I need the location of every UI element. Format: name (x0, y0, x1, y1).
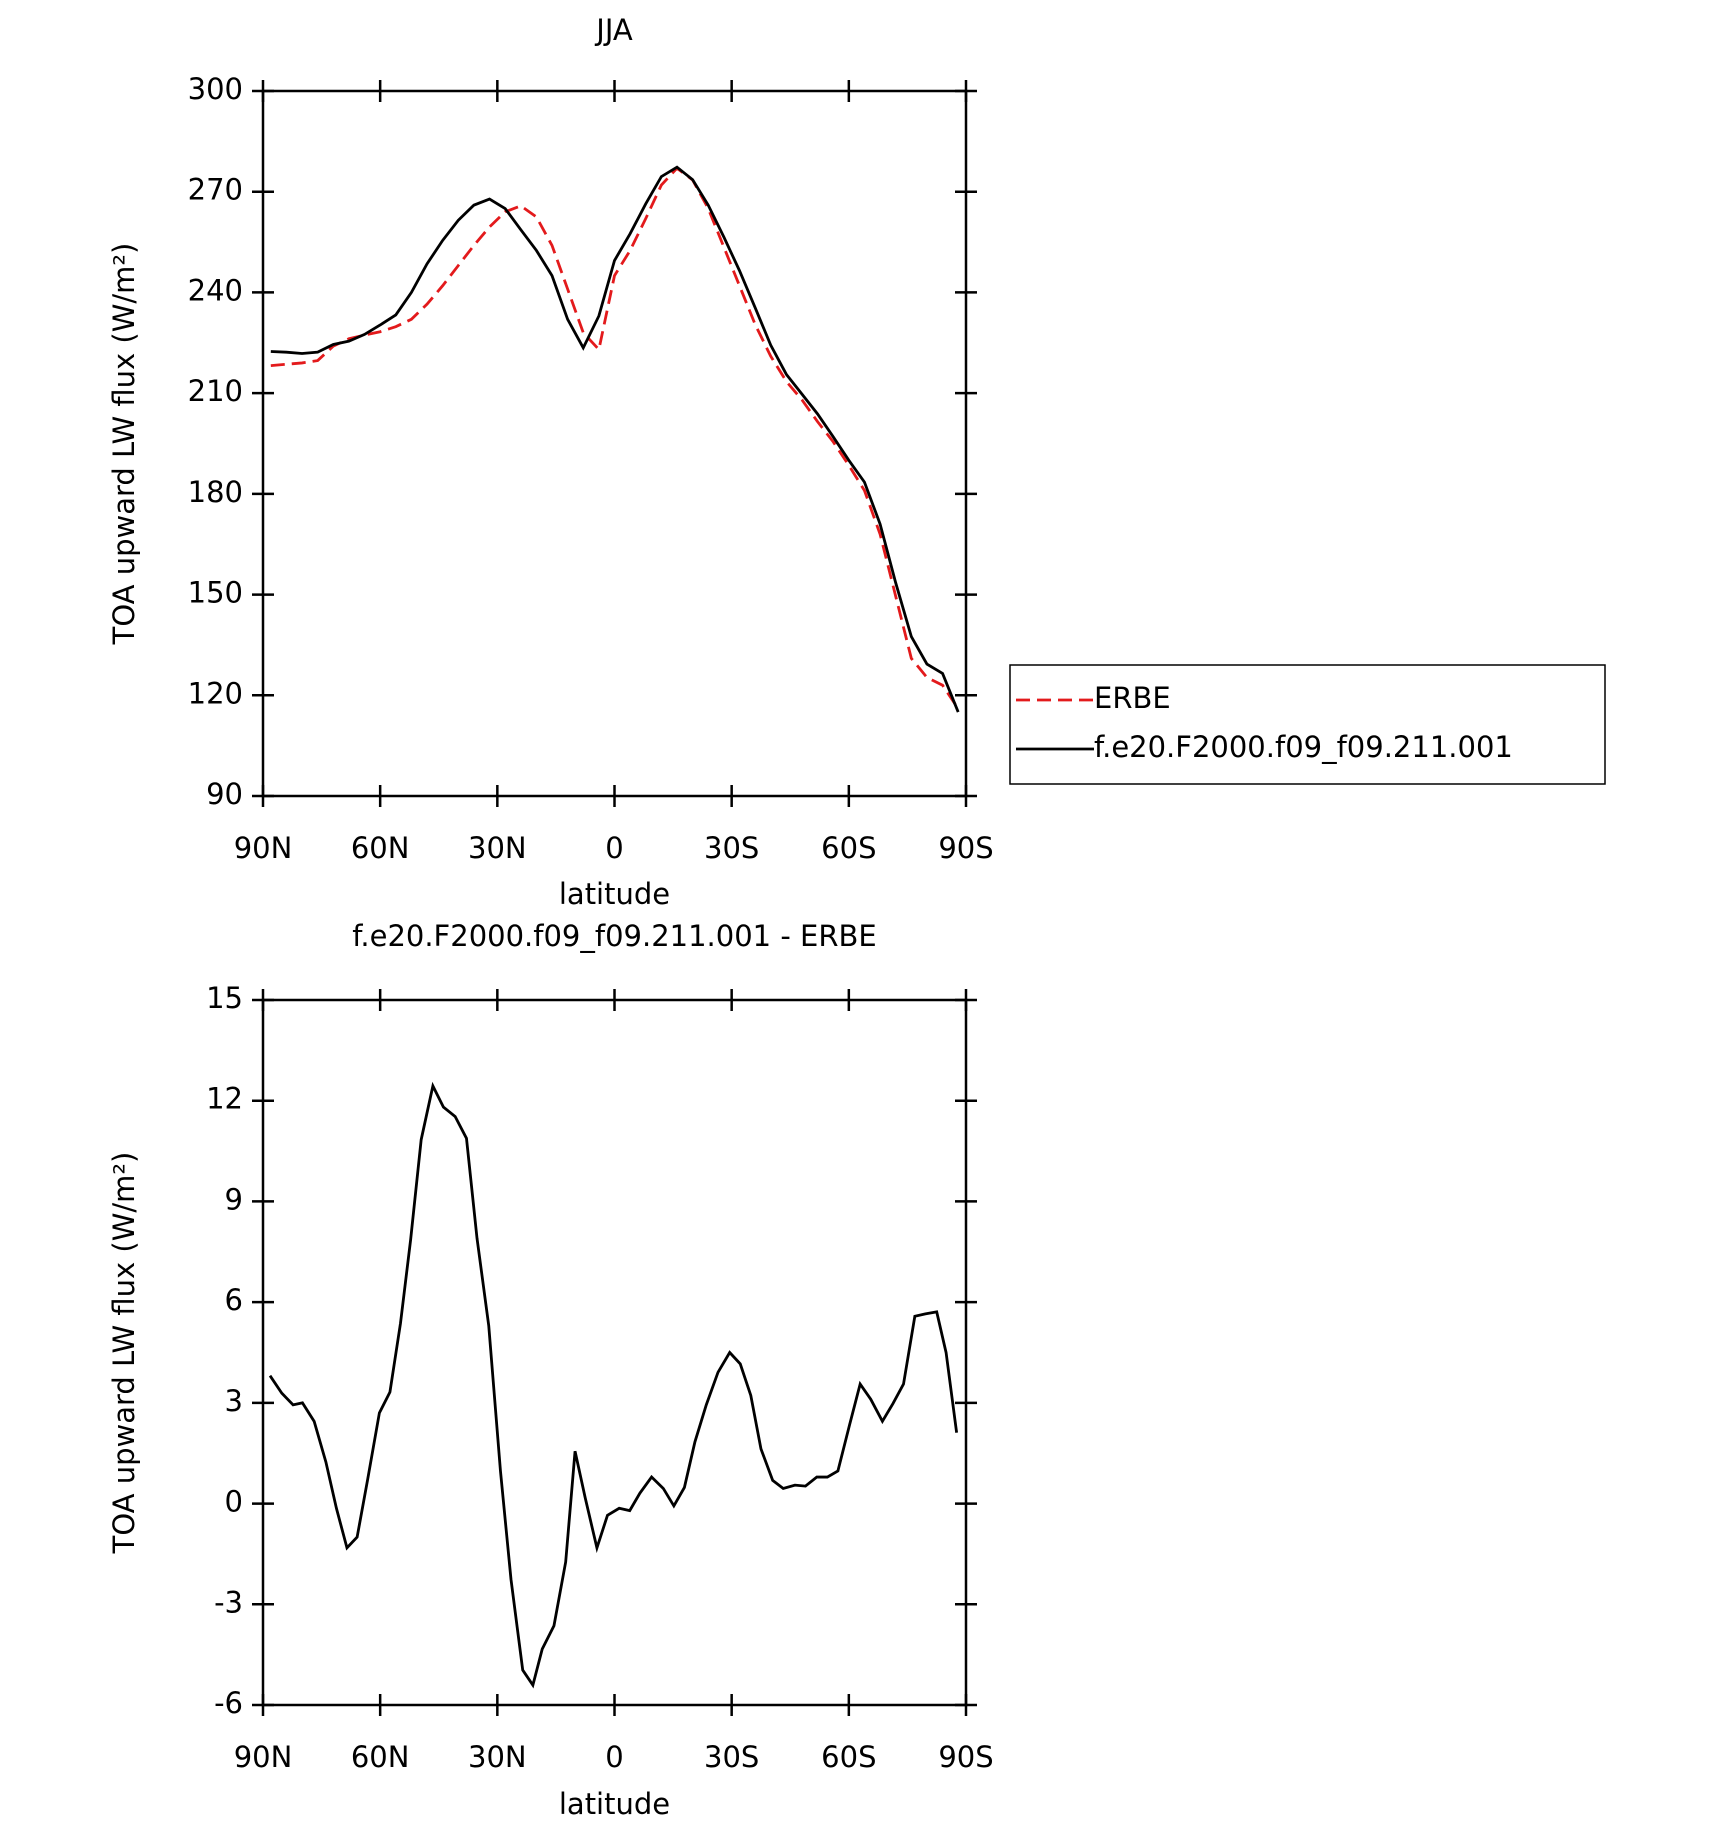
y-tick-label: 210 (188, 374, 243, 408)
y-axis-label: TOA upward LW flux (W/m²) (107, 1152, 141, 1555)
x-tick-label: 30S (704, 831, 759, 865)
legend-label: ERBE (1094, 681, 1171, 715)
chart-title: f.e20.F2000.f09_f09.211.001 - ERBE (352, 919, 876, 953)
x-tick-label: 90N (234, 1740, 293, 1774)
data-line (268, 1081, 959, 1689)
x-tick-label: 0 (605, 831, 623, 865)
plot-frame (261, 89, 968, 798)
legend-box (1009, 664, 1606, 785)
y-tick-label: 270 (188, 173, 243, 207)
data-line (270, 166, 960, 710)
y-tick-label: 90 (206, 777, 243, 811)
x-tick-label: 60N (351, 1740, 410, 1774)
y-tick-label: 240 (188, 273, 243, 307)
y-tick-label: 6 (225, 1283, 243, 1317)
y-tick-label: 9 (225, 1182, 243, 1216)
y-tick-label: -3 (214, 1585, 243, 1619)
y-tick-label: 150 (188, 576, 243, 610)
x-tick-label: 90S (938, 1740, 993, 1774)
y-tick-label: 0 (225, 1485, 243, 1519)
plot-frame (261, 998, 968, 1707)
x-tick-label: 30N (468, 831, 527, 865)
chart-title: JJA (594, 13, 633, 47)
data-line (270, 165, 960, 713)
y-tick-label: 12 (206, 1082, 243, 1116)
y-tick-label: -6 (214, 1686, 243, 1720)
x-tick-label: 30S (704, 1740, 759, 1774)
x-tick-label: 0 (605, 1740, 623, 1774)
x-axis-label: latitude (559, 1787, 670, 1821)
x-tick-label: 90N (234, 831, 293, 865)
x-tick-label: 60N (351, 831, 410, 865)
x-tick-label: 60S (821, 831, 876, 865)
y-tick-label: 3 (225, 1384, 243, 1418)
x-tick-label: 60S (821, 1740, 876, 1774)
y-axis-label: TOA upward LW flux (W/m²) (107, 243, 141, 646)
y-tick-label: 15 (206, 981, 243, 1015)
x-axis-label: latitude (559, 877, 670, 911)
legend-label: f.e20.F2000.f09_f09.211.001 (1094, 730, 1513, 764)
y-tick-label: 120 (188, 676, 243, 710)
y-tick-label: 300 (188, 72, 243, 106)
y-tick-label: 180 (188, 475, 243, 509)
x-tick-label: 90S (938, 831, 993, 865)
x-tick-label: 30N (468, 1740, 527, 1774)
